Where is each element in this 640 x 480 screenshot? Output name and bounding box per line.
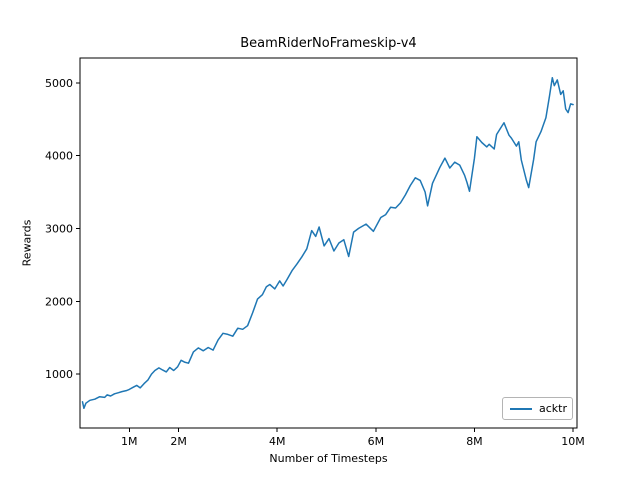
x-tick-label: 2M (170, 435, 187, 448)
legend-label: acktr (539, 402, 567, 415)
y-axis-label-text: Rewards (20, 219, 34, 267)
legend: acktr (502, 397, 573, 420)
reward-line (81, 76, 574, 410)
y-tick-label: 2000 (45, 295, 73, 308)
y-tick-label: 3000 (45, 222, 73, 235)
legend-line-sample (510, 407, 532, 410)
x-tick-label: 4M (269, 435, 286, 448)
x-tick-label: 10M (561, 435, 585, 448)
x-tick-label: 1M (121, 435, 138, 448)
y-tick-label: 4000 (45, 150, 73, 163)
x-tick-label: 6M (368, 435, 385, 448)
axes-frame (79, 57, 578, 429)
y-tick-label: 1000 (45, 368, 73, 381)
y-tick-label: 5000 (45, 77, 73, 90)
chart-title: BeamRiderNoFrameskip-v4 (240, 36, 417, 51)
x-tick-label: 8M (466, 435, 483, 448)
x-axis-label: Number of Timesteps (269, 452, 388, 465)
